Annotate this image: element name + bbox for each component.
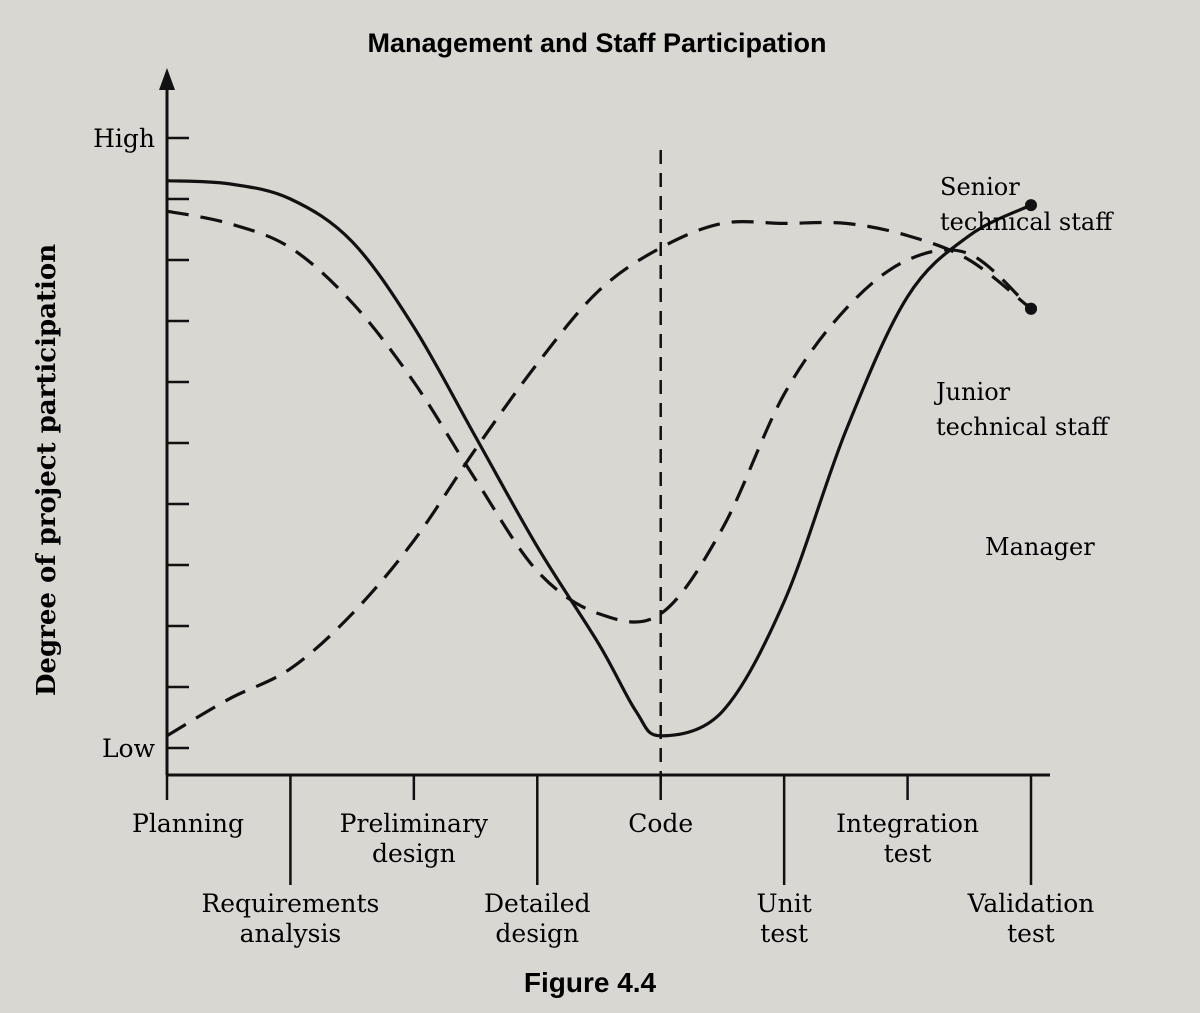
x-tick-label: Unit test [757,889,812,948]
manager-line [166,220,1032,738]
chart-axes [159,68,1050,777]
series-labels: Senior technical staff Junior technical sta… [933,173,1114,561]
senior-technical-staff-label: Senior technical staff [940,173,1114,236]
x-tick-label: Validation test [967,889,1095,948]
x-tick-label: Preliminary design [340,809,489,868]
manager-end-point [1025,302,1037,315]
x-tick-label: Code [628,809,693,838]
x-tick-label: Planning [132,809,244,838]
manager-label: Manager [985,533,1095,561]
chart-title: Management and Staff Participation [367,28,826,58]
x-tick-label: Detailed design [484,889,591,948]
x-tick-label: Requirements analysis [201,889,379,948]
y-ticks: High Low [93,124,189,763]
junior-technical-staff-line [166,209,1033,624]
y-tick-label: High [93,124,155,153]
x-tick-label: Integration test [836,809,979,868]
y-axis-label: Degree of project participation [32,244,62,696]
y-axis-arrowhead [159,68,175,90]
x-ticks: Planning Requirements analysis Preliminary d… [132,775,1094,948]
y-tick-label: Low [102,734,156,763]
series-lines [166,179,1037,738]
figure-caption: Figure 4.4 [524,967,657,998]
senior-technical-staff-line [166,179,1032,738]
junior-technical-staff-label: Junior technical staff [933,378,1110,441]
senior-technical-staff-end-point [1025,199,1037,212]
